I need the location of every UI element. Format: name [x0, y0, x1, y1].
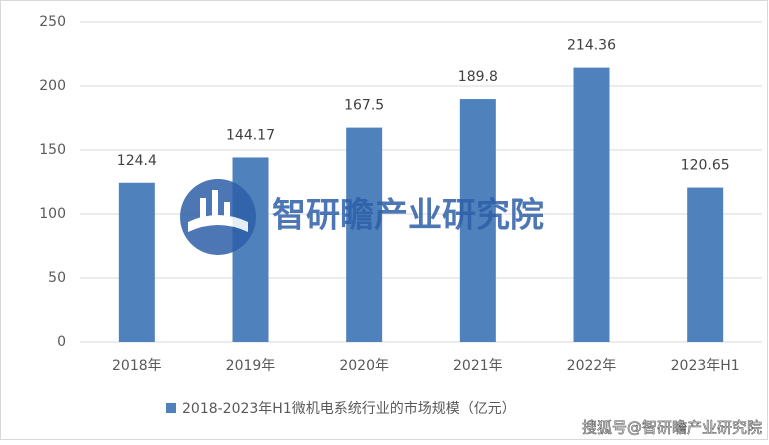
data-label: 214.36: [567, 38, 616, 54]
bar: [459, 99, 496, 342]
x-tick-label: 2022年: [567, 358, 617, 374]
source-text: 搜狐号@智研瞻产业研究院: [582, 419, 762, 437]
y-tick-label: 200: [39, 78, 66, 94]
y-tick-label: 100: [39, 206, 66, 222]
data-label: 144.17: [226, 127, 275, 143]
watermark: 智研瞻产业研究院: [180, 179, 544, 255]
legend-label: 2018-2023年H1微机电系统行业的市场规模（亿元）: [182, 400, 516, 417]
bar: [573, 67, 610, 342]
watermark-logo-bar: [200, 198, 206, 218]
data-label: 189.8: [458, 69, 498, 85]
watermark-text: 智研瞻产业研究院: [272, 196, 544, 236]
x-tick-label: 2023年H1: [671, 358, 740, 374]
watermark-logo-bar: [212, 190, 218, 218]
watermark-logo-wave: [188, 215, 248, 232]
y-tick-label: 250: [39, 14, 66, 30]
watermark-logo-bar: [224, 202, 230, 218]
x-tick-label: 2018年: [112, 358, 162, 374]
x-tick-label: 2020年: [339, 358, 389, 374]
data-label: 167.5: [344, 98, 384, 114]
y-tick-label: 0: [57, 334, 66, 350]
bar: [346, 127, 383, 342]
x-tick-label: 2019年: [226, 358, 276, 374]
x-tick-label: 2021年: [453, 358, 503, 374]
data-label: 120.65: [681, 158, 730, 174]
y-tick-label: 150: [39, 142, 66, 158]
bar: [118, 182, 155, 342]
data-label: 124.4: [117, 153, 157, 169]
legend-swatch: [166, 403, 176, 413]
bar: [687, 187, 724, 342]
y-tick-label: 50: [48, 270, 66, 286]
